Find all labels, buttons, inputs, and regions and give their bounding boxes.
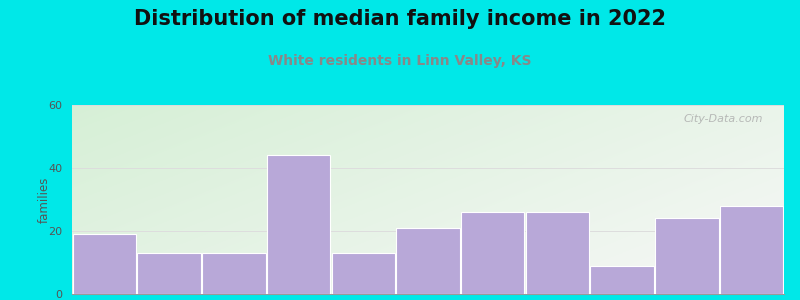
- Bar: [73, 234, 136, 294]
- Text: Distribution of median family income in 2022: Distribution of median family income in …: [134, 9, 666, 29]
- Bar: [590, 266, 654, 294]
- Text: City-Data.com: City-Data.com: [683, 115, 762, 124]
- Bar: [202, 253, 266, 294]
- Y-axis label: families: families: [38, 176, 50, 223]
- Bar: [461, 212, 525, 294]
- Bar: [138, 253, 201, 294]
- Bar: [526, 212, 589, 294]
- Bar: [720, 206, 783, 294]
- Bar: [331, 253, 395, 294]
- Bar: [267, 155, 330, 294]
- Text: White residents in Linn Valley, KS: White residents in Linn Valley, KS: [268, 54, 532, 68]
- Bar: [396, 228, 460, 294]
- Bar: [655, 218, 718, 294]
